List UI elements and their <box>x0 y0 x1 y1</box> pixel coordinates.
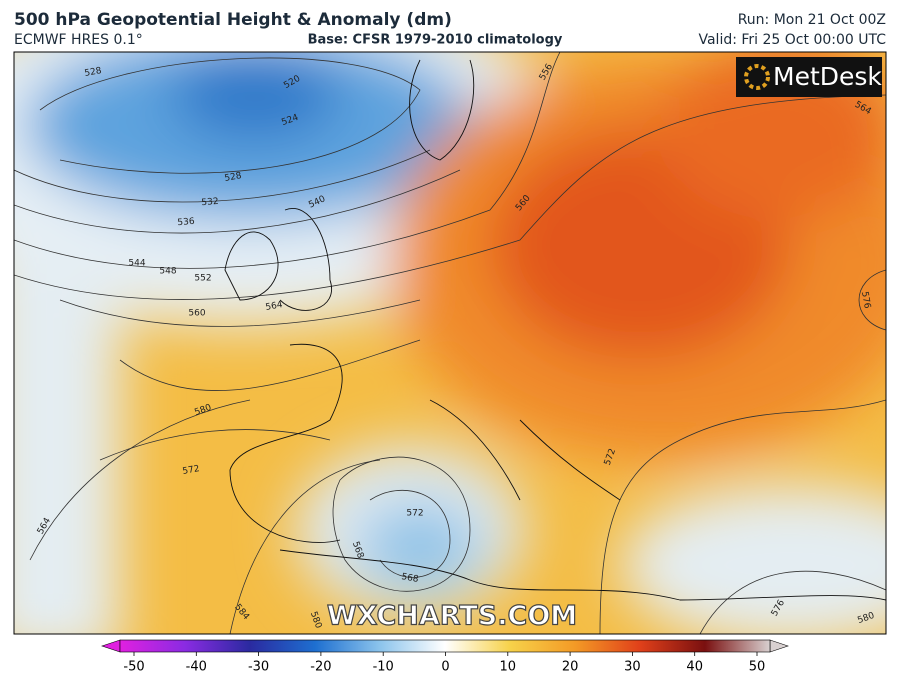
colorbar-tick-label: 50 <box>749 660 766 675</box>
run-time: Run: Mon 21 Oct 00Z <box>738 12 886 28</box>
watermark: WXCHARTS.COM <box>327 601 577 632</box>
colorbar-tick-label: 10 <box>500 660 517 675</box>
title: 500 hPa Geopotential Height & Anomaly (d… <box>14 10 452 30</box>
colorbar-tick-label: -20 <box>310 660 331 675</box>
contours <box>14 52 886 634</box>
contour-label: 560 <box>188 309 205 319</box>
contour-label: 552 <box>194 274 211 284</box>
map-field: 5285205245285325365405445485525565605605… <box>14 52 886 634</box>
colorbar-tick-label: -10 <box>373 660 394 675</box>
contour-label: 568 <box>401 572 420 585</box>
contour-label: 576 <box>859 291 872 310</box>
contour-label: 544 <box>128 259 145 269</box>
colorbar-tick-label: -30 <box>248 660 269 675</box>
contour-label: 532 <box>201 197 219 208</box>
logo: MetDesk <box>736 57 882 97</box>
colorbar-tick-label: -50 <box>123 660 144 675</box>
contour-label: 528 <box>84 66 103 79</box>
contour-label: 536 <box>177 217 195 228</box>
contour-label: 572 <box>406 509 423 519</box>
map-frame <box>13 51 887 635</box>
contour-label: 572 <box>182 464 201 477</box>
colorbar-tick-label: 20 <box>562 660 579 675</box>
contour-label: 548 <box>159 267 176 277</box>
model: ECMWF HRES 0.1° <box>14 32 143 48</box>
colorbar-tick-label: 0 <box>441 660 449 675</box>
colorbar: -50 -40 -30 -20 -10 0 10 20 30 40 50 <box>101 639 789 675</box>
coastlines <box>224 59 886 601</box>
climatology: Base: CFSR 1979-2010 climatology <box>308 33 563 48</box>
colorbar-tick-label: 30 <box>624 660 641 675</box>
colorbar-tick-label: -40 <box>186 660 207 675</box>
logo-text: MetDesk <box>773 62 882 91</box>
contour-label: 528 <box>224 171 243 184</box>
colorbar-tick-label: 40 <box>686 660 703 675</box>
contour-label: 564 <box>265 300 284 313</box>
valid-time: Valid: Fri 25 Oct 00:00 UTC <box>698 32 886 48</box>
